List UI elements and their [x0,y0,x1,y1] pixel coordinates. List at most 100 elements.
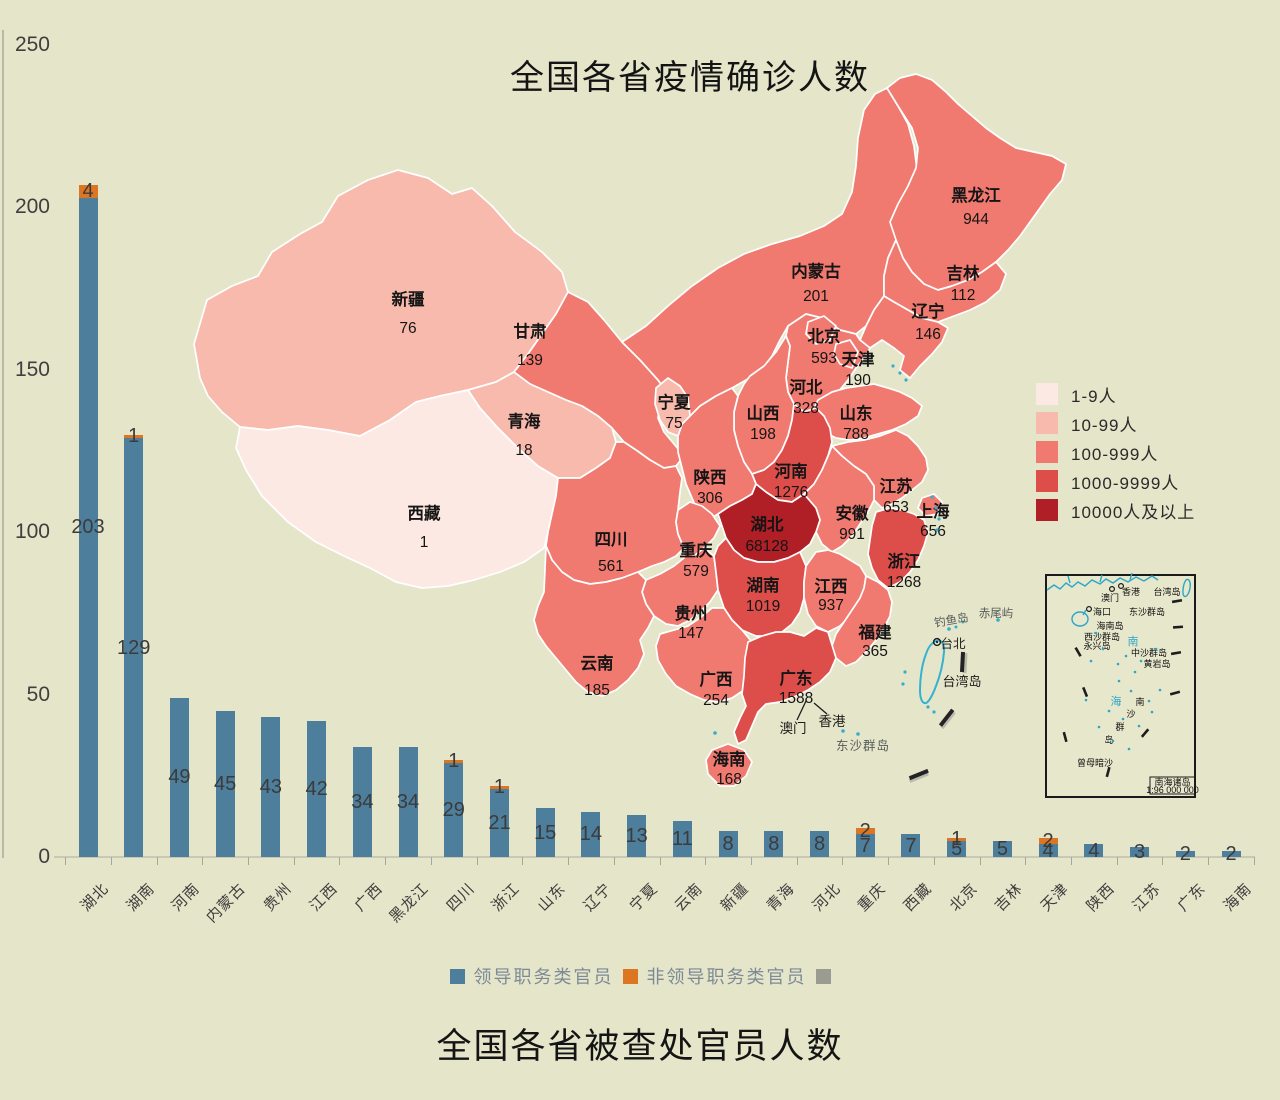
x-axis-tick [1162,857,1164,865]
bar-leading-value-1: 129 [117,636,151,659]
province-jiangxi-value: 937 [818,597,844,614]
province-guangdong [733,627,837,745]
bar-leading-12 [627,814,647,857]
bar-leading-22 [1084,844,1104,857]
province-jilin-value: 112 [951,287,976,304]
x-axis-tick [202,857,204,865]
map-legend-item-0: 1-9人 [1036,383,1195,406]
x-axis-tick [248,857,250,865]
bar-leading-value-3: 45 [214,772,237,795]
x-axis-tick [1208,857,1210,865]
inset-hongkong-label: 香港 [1122,586,1140,597]
inset-nansha-s: 沙 [1126,709,1135,719]
province-guangdong-name: 广东 [780,668,813,688]
province-qinghai-value: 18 [515,442,532,459]
province-tianjin-value: 190 [845,372,871,389]
y-axis-tick-label: 100 [14,520,50,544]
bar-leading-value-24: 2 [1179,842,1191,865]
province-hainan-name: 海南 [713,749,746,769]
province-jiangsu-name: 江苏 [880,476,914,496]
inset-labels: 澳门 香港 台湾岛 海口 东沙群岛 海南岛 西沙群岛 永兴岛 中沙群岛 黄岩岛 … [1077,586,1181,768]
bar-leading-value-21: 4 [1042,839,1054,862]
province-yunnan-name: 云南 [581,653,614,673]
province-guangdong-value: 1588 [779,690,813,707]
bar-leading-value-19: 5 [951,837,963,860]
bar-leading-14 [718,831,738,857]
bar-leading-value-4: 43 [259,776,282,799]
province-beijing-name: 北京 [808,326,841,346]
map-legend: 1-9人 10-99人 100-999人 1000-9999人 10000人及以上 [1036,383,1195,522]
bar-leading-value-9: 21 [488,811,511,834]
province-ningxia-value: 75 [665,415,682,432]
bar-leading-0 [78,197,98,857]
province-shanghai-name: 上海 [917,501,951,521]
bar-nonleading-21 [1038,837,1058,844]
bar-nonleading-17 [855,827,875,835]
province-fujian [831,575,893,667]
bar-leading-11 [581,811,601,857]
bar-leading-value-10: 15 [534,821,557,844]
province-neimenggu-name: 内蒙古 [791,261,841,281]
x-axis-tick [796,857,798,865]
taiwan-island-label: 台湾岛 [942,674,981,689]
inset-haikou-label: 海口 [1093,606,1111,617]
province-chongqing-value: 579 [683,563,709,580]
province-zhejiang-value: 1268 [887,574,921,591]
province-hainan-value: 168 [716,771,742,788]
map-legend-swatch-1 [1036,412,1058,434]
macau-label: 澳门 [780,721,807,736]
bar-nonleading-value-9: 1 [493,776,506,799]
map-legend-label-2: 100-999人 [1071,444,1159,464]
x-axis-tick [293,857,295,865]
bar-leading-10 [535,808,555,857]
province-shaanxi-value: 306 [697,490,723,507]
inset-macau-label: 澳门 [1101,592,1119,603]
map-legend-item-4: 10000人及以上 [1036,499,1195,522]
bar-leading-25 [1221,850,1241,857]
bar-leading-21 [1038,844,1058,857]
province-hunan-name: 湖南 [747,575,780,595]
x-axis-tick [613,857,615,865]
map-title: 全国各省疫情确诊人数 [510,59,870,97]
province-guizhou-name: 贵州 [675,603,708,623]
province-guangxi-value: 254 [703,692,729,709]
province-shandong [811,383,923,441]
province-chongqing [675,501,721,557]
bar-leading-13 [672,821,692,857]
sea-details [713,364,1000,783]
y-axis-line [2,30,4,858]
inset-zhongsha-label: 中沙群岛 [1131,647,1167,658]
bar-leading-19 [947,840,967,857]
province-chongqing-name: 重庆 [680,540,714,560]
series-legend-swatch-0 [449,968,465,984]
bar-leading-value-14: 8 [722,833,734,855]
province-yunnan [533,545,655,697]
bar-nonleading-value-8: 1 [448,750,460,773]
bar-leading-value-18: 7 [905,834,917,857]
x-axis-tick [1116,857,1118,865]
chiwei-label: 赤尾屿 [979,607,1014,620]
inset-nansha-q: 群 [1115,721,1124,732]
province-sichuan-value: 561 [598,558,624,575]
province-shapes [193,73,1067,787]
inset-nansha-n: 南 [1135,696,1144,707]
bar-leading-7 [398,746,418,857]
bar-leading-5 [307,720,327,857]
province-jilin-name: 吉林 [947,263,981,283]
bar-leading-value-16: 8 [813,833,826,855]
bar-leading-value-8: 29 [442,798,465,821]
taipei-label: 台北 [940,636,966,651]
inset-nine-dash [1062,598,1184,778]
province-shaanxi-name: 陕西 [694,467,727,487]
bar-leading-value-6: 34 [351,790,374,813]
x-axis-tick [568,857,570,865]
province-ningxia-name: 宁夏 [658,392,692,412]
province-xizang-name: 西藏 [408,504,442,523]
inset-sea-name-n: 南 [1128,635,1139,648]
bar-leading-value-13: 11 [671,828,693,851]
map-legend-item-2: 100-999人 [1036,441,1195,464]
bar-leading-4 [261,717,281,857]
x-axis-tick [110,857,112,865]
bar-leading-value-17: 7 [859,834,871,857]
x-axis-tick [385,857,387,865]
